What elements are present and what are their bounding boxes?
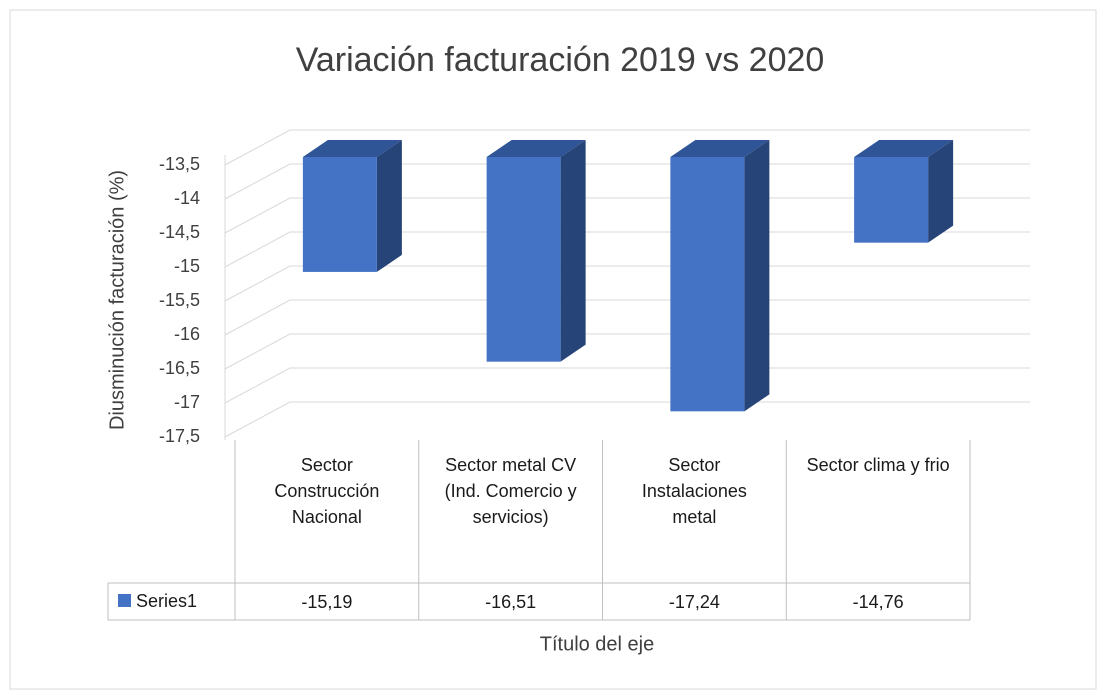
- x-tick-label: Sector clima y frio: [806, 455, 950, 475]
- y-tick-label: -17,5: [159, 426, 200, 446]
- grid-line: [224, 333, 1030, 370]
- table-value: -15,19: [301, 592, 353, 612]
- grid-line: [224, 265, 1030, 302]
- grid-line: [224, 163, 1030, 200]
- y-tick-label: -16,5: [159, 358, 200, 378]
- legend-label: Series1: [136, 591, 197, 611]
- bar-top: [670, 140, 770, 157]
- bar-side: [928, 140, 954, 243]
- bar-side: [560, 140, 586, 362]
- y-tick-label: -16: [174, 324, 200, 344]
- bar-side: [744, 140, 770, 412]
- grid-line: [224, 231, 1030, 268]
- bar-top: [302, 140, 402, 157]
- y-tick-label: -17: [174, 392, 200, 412]
- chart-title: Variación facturación 2019 vs 2020: [296, 41, 825, 79]
- bar: [854, 157, 929, 243]
- table-value: -14,76: [852, 592, 904, 612]
- y-axis-title: Diusminución facturación (%): [106, 170, 128, 430]
- y-tick-label: -15: [174, 256, 200, 276]
- grid-line: [224, 401, 1030, 438]
- x-tick-label: Sector metal CV (Ind. Comercio y servici…: [444, 455, 577, 527]
- y-tick-label: -14,5: [159, 222, 200, 242]
- y-tick-label: -15,5: [159, 290, 200, 310]
- bar: [670, 157, 745, 412]
- x-tick-label: Sector Instalaciones metal: [641, 455, 747, 527]
- bar: [302, 157, 377, 272]
- table-value: -16,51: [485, 592, 537, 612]
- y-tick-label: -14: [174, 188, 200, 208]
- y-tick-label: -13,5: [159, 154, 200, 174]
- table-value: -17,24: [668, 592, 720, 612]
- grid-line: [224, 367, 1030, 404]
- grid-line: [224, 197, 1030, 234]
- bar-top: [854, 140, 954, 157]
- bar: [486, 157, 561, 362]
- legend-key: [118, 594, 131, 607]
- grid-line: [224, 299, 1030, 336]
- bar-side: [376, 140, 402, 272]
- x-axis-title: Título del eje: [540, 633, 655, 655]
- x-tick-label: Sector Construcción Nacional: [274, 455, 380, 527]
- grid-line: [224, 129, 1030, 166]
- bar-top: [486, 140, 586, 157]
